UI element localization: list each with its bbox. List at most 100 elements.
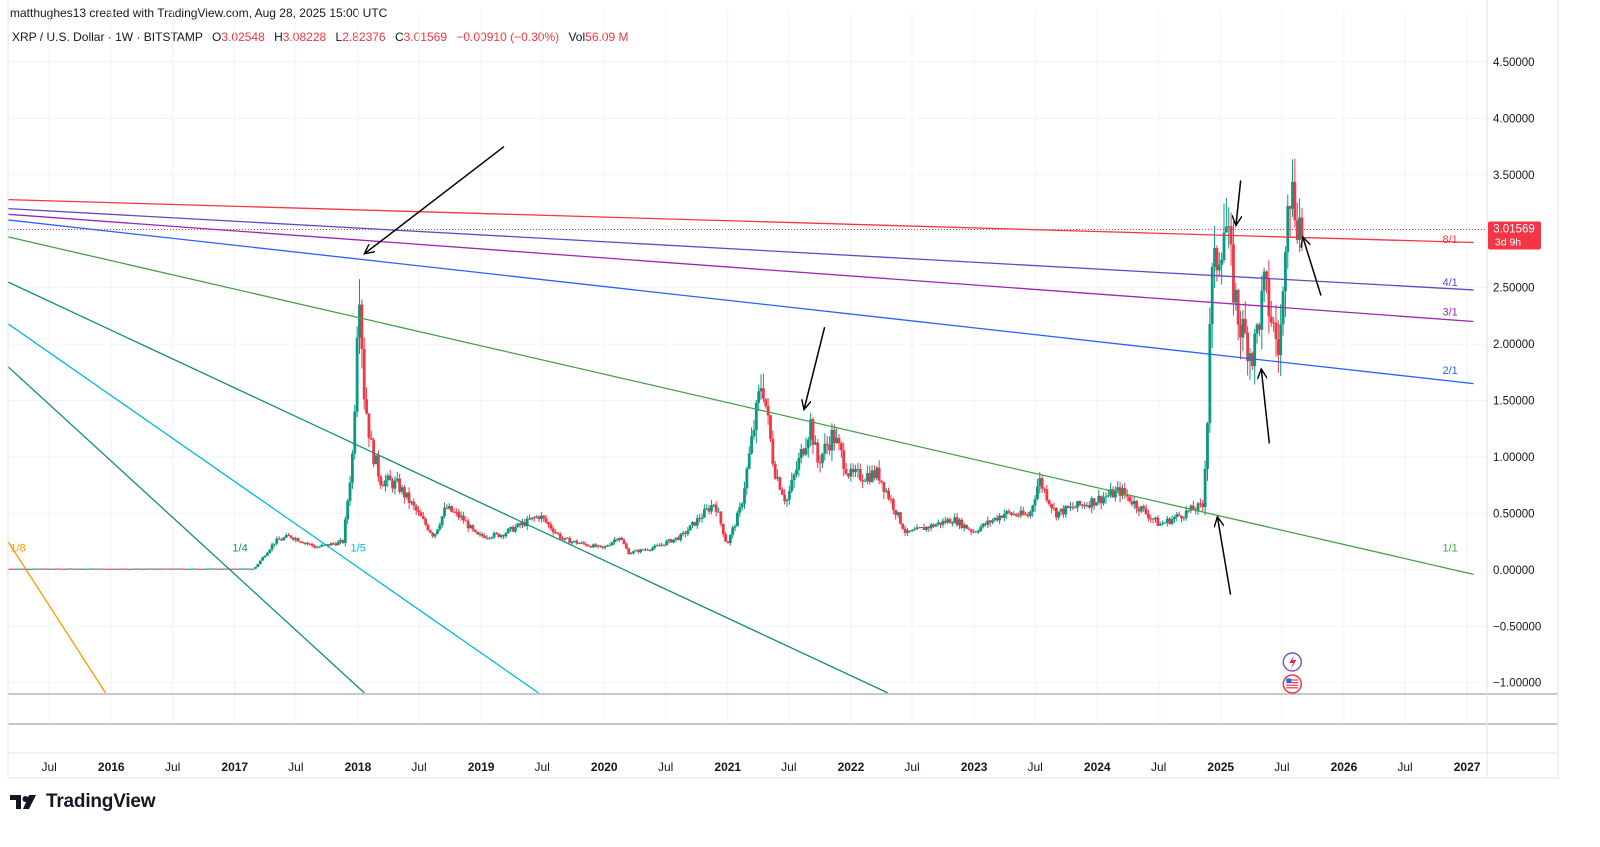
candle-body (360, 304, 364, 349)
candle-body (346, 501, 350, 520)
candle-body (847, 474, 850, 477)
symbol-title[interactable]: XRP / U.S. Dollar · 1W · BITSTAMP (12, 30, 203, 44)
candle-body (816, 442, 820, 463)
candle-body (844, 469, 848, 475)
candle-body (445, 507, 449, 509)
candle-body (762, 388, 765, 399)
candle-body (981, 523, 985, 528)
candle-body (8, 568, 12, 570)
gann-fan-label: 4/1 (1442, 277, 1457, 289)
candle-body (1232, 244, 1235, 303)
candle-body (958, 519, 961, 526)
candle-body (821, 453, 824, 464)
candle-body (993, 517, 997, 521)
chart-event-icons (1282, 652, 1303, 694)
candle-body (100, 568, 104, 570)
candle-body (783, 494, 787, 502)
time-tick-label: 2020 (591, 760, 618, 774)
open-label: O (212, 30, 222, 44)
candle-body (948, 519, 952, 524)
gann-fan-label: 2/1 (1442, 365, 1457, 377)
candle-body (48, 568, 52, 570)
annotation-arrow (804, 326, 826, 409)
candle-body (565, 537, 569, 539)
candle-body (499, 535, 503, 538)
candle-body (497, 533, 501, 538)
candle-body (1054, 507, 1058, 518)
candle-body (332, 543, 335, 545)
candle-body (580, 542, 583, 544)
candle-body (882, 482, 886, 492)
gann-fan-labels: 8/1 4/1 3/1 2/1 1/1 1/4 1/8 1/5 (10, 234, 1457, 554)
candle-body (766, 406, 770, 416)
candle-body (769, 415, 772, 439)
candle-body (365, 399, 368, 414)
candle-body (476, 531, 479, 535)
candle-body (676, 537, 680, 540)
candle-body (22, 568, 26, 570)
candle-body (55, 568, 59, 570)
candle-body (77, 568, 80, 570)
candle-body (171, 568, 175, 570)
candle-body (858, 469, 862, 481)
candle-body (1064, 506, 1068, 515)
candle-body (747, 453, 751, 469)
candle-body (46, 568, 50, 570)
candle-body (41, 568, 45, 570)
candle-body (1028, 511, 1032, 517)
candle-body (131, 568, 135, 570)
time-tick-label: Jul (1027, 760, 1042, 774)
us-flag-event-icon[interactable] (1282, 674, 1303, 694)
candle-body (920, 527, 924, 529)
candle-body (811, 419, 815, 445)
time-tick-label: Jul (288, 760, 303, 774)
candle-body (211, 568, 215, 570)
candle-body (813, 442, 817, 445)
candle-body (832, 429, 836, 444)
candle-body (343, 519, 347, 543)
candle-body (627, 548, 631, 555)
tradingview-brand[interactable]: TradingView (10, 791, 156, 813)
candle-body (1227, 226, 1231, 228)
candle-body (471, 525, 475, 530)
candle-body (197, 568, 201, 570)
candle-body (733, 526, 737, 528)
candle-body (1047, 500, 1051, 505)
candle-body (362, 348, 366, 400)
candle-body (17, 568, 21, 570)
candle-body (570, 541, 574, 544)
candle-body (554, 532, 557, 534)
candle-body (1033, 499, 1037, 506)
candle-body (282, 537, 286, 541)
candle-body (634, 550, 638, 552)
candle-body (537, 516, 541, 520)
candle-body (603, 546, 607, 548)
gann-fan-line (8, 219, 1474, 385)
candle-body (1276, 339, 1280, 356)
candle-body (405, 492, 409, 498)
candle-body (214, 568, 217, 570)
candle-body (81, 568, 85, 570)
candle-body (934, 524, 938, 527)
candle-body (1250, 353, 1254, 367)
candle-body (91, 568, 94, 570)
candle-body (1031, 505, 1035, 512)
candle-body (740, 503, 744, 508)
candle-body (915, 527, 919, 530)
high-label: H (274, 30, 283, 44)
candle-body (69, 568, 73, 570)
candle-body (473, 529, 477, 532)
candle-body (1102, 497, 1105, 504)
candle-body (308, 543, 312, 545)
candle-body (908, 530, 912, 532)
candle-body (239, 568, 243, 570)
candle-body (431, 532, 435, 537)
gann-fan-line (8, 323, 539, 694)
candle-body (1161, 523, 1164, 525)
candle-body (976, 531, 980, 533)
candle-body (166, 568, 170, 570)
candle-body (622, 539, 626, 545)
candle-body (13, 568, 17, 570)
candle-body (1201, 503, 1205, 508)
